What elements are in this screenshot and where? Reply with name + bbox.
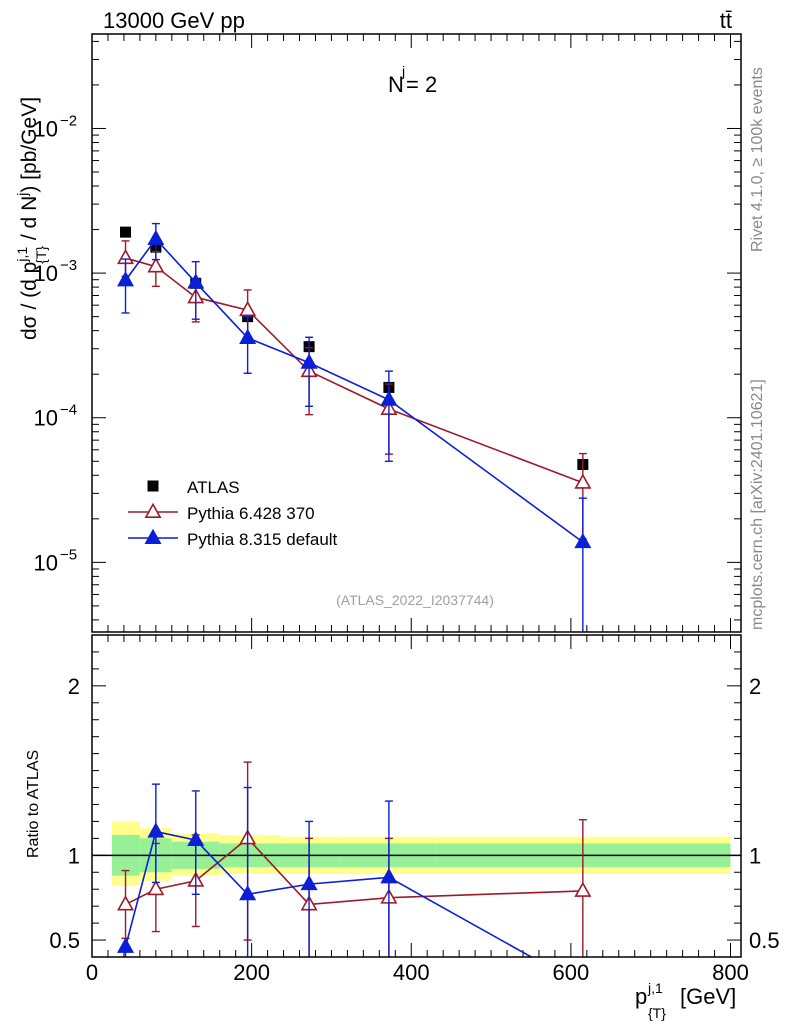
ratio-tick-label-left: 2: [68, 674, 80, 699]
data-point: [187, 273, 205, 289]
ratio-tick-label-left: 0.5: [49, 928, 80, 953]
x-tick-label: 600: [553, 960, 590, 985]
ylabel-sup-1: j,1: [14, 247, 30, 263]
rivet-label: Rivet 4.1.0, ≥ 100k events: [749, 67, 766, 252]
xlabel-sup: j,1: [647, 980, 663, 996]
ylabel-part-2: / d N: [18, 196, 41, 246]
legend: ATLAS Pythia 6.428 370 Pythia 8.315 defaul…: [128, 478, 338, 549]
y-tick-exponent: −2: [60, 112, 77, 129]
y-tick-exponent: −3: [60, 257, 77, 274]
y-tick-label: 10 −5: [34, 546, 78, 575]
ratio-tick-label-left: 1: [68, 843, 80, 868]
top-y-axis-label: dσ / (d pj,1 {T} / d Nj) [pb/GeV]: [14, 97, 49, 340]
legend-marker: [147, 480, 159, 492]
ratio-point: [239, 884, 257, 901]
y-tick-mantissa: 10: [34, 261, 58, 286]
ratio-point: [117, 895, 135, 911]
ratio-uncertainty-bands: [111, 821, 731, 886]
data-point: [147, 229, 165, 246]
ratio-panel-frame: [91, 634, 742, 958]
njet-label: N j = 2: [388, 63, 437, 97]
collision-label: 13000 GeV pp: [103, 8, 245, 33]
data-point: [380, 390, 398, 406]
legend-marker: [144, 528, 162, 544]
x-tick-label: 200: [233, 960, 270, 985]
ratio-tick-label-right: 1: [749, 843, 761, 868]
ylabel-part-3: ) [pb/GeV]: [18, 97, 41, 193]
y-tick-label: 10 −3: [34, 257, 78, 286]
analysis-id: (ATLAS_2022_I2037744): [336, 592, 494, 608]
njet-value: = 2: [406, 72, 437, 97]
ratio-point: [147, 879, 165, 896]
y-tick-mantissa: 10: [34, 550, 58, 575]
mcplots-label: mcplots.cern.ch [arXiv:2401.10621]: [749, 379, 766, 630]
legend-label: ATLAS: [187, 478, 240, 497]
x-tick-label: 0: [86, 960, 98, 985]
series-pythia-8-315-default: [117, 222, 592, 632]
ratio-pythia-8-315-default: [117, 783, 533, 957]
njet-superscript: j: [401, 63, 405, 79]
legend-entry: Pythia 6.428 370: [128, 502, 315, 523]
ratio-point: [380, 868, 398, 884]
top-panel-frame: [91, 33, 742, 633]
legend-label: Pythia 8.315 default: [187, 530, 338, 549]
legend-marker: [144, 502, 162, 518]
svg-text:dσ / (d pj,1{T} / d Nj) [pb/Ge: dσ / (d pj,1 {T} / d Nj) [pb/GeV]: [14, 97, 49, 340]
y-tick-label: 10 −4: [34, 402, 78, 431]
x-tick-label: 400: [393, 960, 430, 985]
data-point: [574, 532, 592, 549]
data-series: [117, 222, 592, 957]
data-point: [300, 353, 318, 369]
xlabel-unit: [GeV]: [680, 984, 736, 1009]
legend-entry: ATLAS: [147, 478, 240, 497]
y-tick-mantissa: 10: [34, 116, 58, 141]
ratio-point: [300, 874, 318, 891]
njet-symbol: N: [388, 72, 404, 97]
data-point: [117, 271, 135, 287]
data-point: [574, 473, 592, 489]
ratio-tick-label-right: 2: [749, 674, 761, 699]
data-point: [239, 328, 257, 344]
plot-frames: [91, 33, 742, 958]
y-tick-exponent: −4: [60, 402, 77, 419]
ylabel-sub-1: {T}: [33, 246, 49, 264]
data-point: [120, 226, 132, 238]
legend-entry: Pythia 8.315 default: [128, 528, 338, 549]
xlabel-sub: {T}: [648, 1005, 666, 1021]
ylabel-part-1: dσ / (d p: [18, 262, 41, 340]
ratio-point: [187, 830, 205, 847]
axis-ticks: [91, 34, 741, 958]
ylabel-sup-2: j: [14, 193, 30, 197]
ratio-y-axis-label: Ratio to ATLAS: [25, 750, 42, 858]
y-tick-exponent: −5: [60, 546, 77, 563]
process-label: tt̄: [720, 8, 732, 33]
y-tick-mantissa: 10: [34, 406, 58, 431]
x-tick-label: 800: [712, 960, 749, 985]
ratio-point: [147, 822, 165, 838]
series-atlas: [120, 226, 589, 470]
data-point: [147, 257, 165, 273]
xlabel-p: p: [635, 984, 647, 1009]
legend-label: Pythia 6.428 370: [187, 504, 315, 523]
x-axis-label: p j,1 {T} [GeV]: [635, 980, 736, 1021]
ratio-tick-label-right: 0.5: [749, 928, 780, 953]
y-tick-label: 10 −2: [34, 112, 78, 141]
data-point: [239, 300, 257, 317]
ratio-point: [574, 881, 592, 897]
